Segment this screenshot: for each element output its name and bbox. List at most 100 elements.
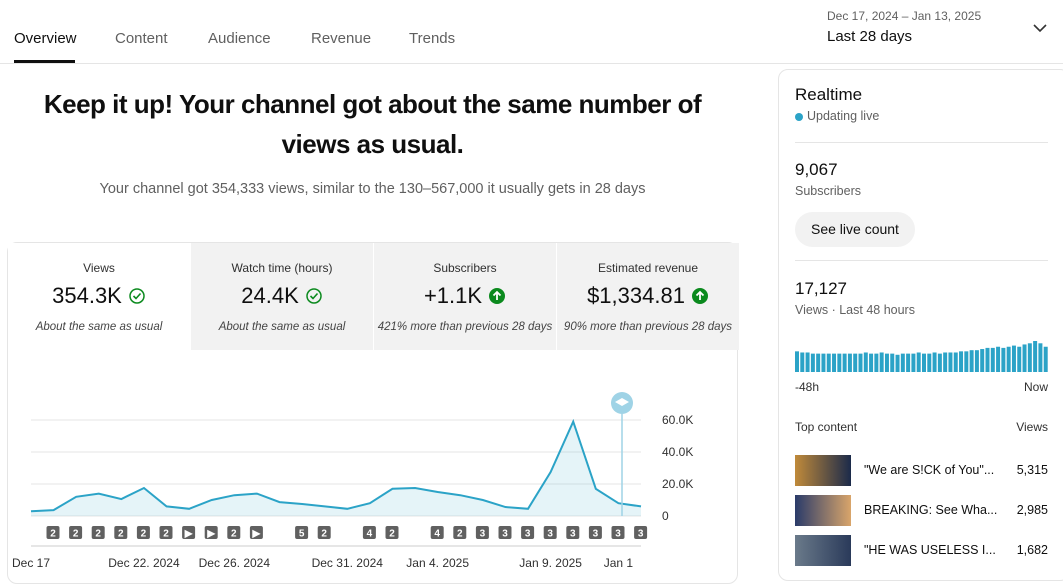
status-icon	[489, 288, 506, 304]
realtime-bar	[858, 353, 863, 372]
icon-bg	[129, 288, 145, 304]
y-tick-label: 20.0K	[662, 477, 693, 491]
top-content-header: Top content	[795, 420, 858, 434]
metric-number: +1.1K	[423, 283, 483, 308]
y-tick-label: 40.0K	[662, 445, 693, 459]
event-marker	[453, 526, 467, 539]
metric-tile[interactable]: Estimated revenue $1,334.81 90% more than …	[557, 243, 739, 350]
tab[interactable]: Revenue	[311, 30, 372, 47]
status-icon	[129, 288, 145, 304]
event-marker-label: 3	[502, 529, 508, 540]
realtime-bar	[985, 347, 990, 372]
event-marker	[634, 526, 648, 539]
realtime-bar	[847, 353, 852, 372]
realtime-bar	[911, 353, 916, 372]
live-count-button[interactable]: See live count	[795, 212, 915, 247]
page: Overview Content Audience Revenue Trends…	[0, 9, 1063, 584]
metric-number: 354.3K	[52, 283, 122, 308]
metric-number: $1,334.81	[587, 283, 685, 308]
realtime-bar	[959, 351, 964, 372]
event-marker	[588, 526, 602, 539]
event-marker	[182, 526, 196, 539]
annotation-cap	[615, 398, 629, 406]
realtime-bar	[943, 352, 948, 372]
realtime-bar	[895, 354, 900, 372]
event-marker	[295, 526, 309, 539]
content-views: 2,985	[1016, 503, 1048, 517]
metric-label: Subscribers	[433, 261, 497, 275]
tab[interactable]: Trends	[409, 30, 456, 47]
realtime-bar	[1011, 345, 1016, 372]
event-marker	[91, 526, 105, 539]
metric-label: Estimated revenue	[597, 261, 699, 275]
realtime-bar	[874, 353, 879, 372]
metric-value: $1,334.81	[557, 283, 739, 309]
event-marker	[385, 526, 399, 539]
metric-value: 24.4K	[191, 283, 373, 309]
event-marker-label: 3	[570, 529, 576, 540]
date-label[interactable]: Last 28 days	[827, 28, 913, 45]
realtime-bar	[1001, 347, 1006, 372]
realtime-bar	[948, 352, 953, 372]
event-marker	[204, 526, 218, 539]
realtime-bar	[816, 353, 821, 372]
date-range[interactable]: Dec 17, 2024 – Jan 13, 2025	[827, 9, 982, 23]
event-marker-label: 4	[434, 529, 440, 540]
views-header: Views	[1016, 420, 1048, 434]
event-marker-label: 3	[480, 529, 486, 540]
tab[interactable]: Overview	[14, 30, 77, 47]
realtime-bar	[842, 353, 847, 372]
icon-bg	[306, 288, 322, 304]
event-marker	[69, 526, 83, 539]
content-title[interactable]: "We are S!CK of You"...	[864, 463, 995, 477]
x-tick-label: Dec 26, 2024	[199, 556, 271, 567]
tab[interactable]: Audience	[208, 30, 271, 47]
icon-arrow	[695, 290, 705, 300]
metric-note: About the same as usual	[35, 321, 163, 333]
realtime-bar	[932, 352, 937, 372]
bars-start-label: -48h	[795, 380, 820, 394]
event-marker-label: 2	[141, 529, 147, 540]
realtime-status: Updating live	[807, 109, 880, 123]
tab[interactable]: Content	[115, 30, 168, 47]
event-marker	[114, 526, 128, 539]
realtime-bar	[1006, 346, 1011, 372]
metric-tile[interactable]: Subscribers +1.1K 421% more than previous …	[374, 243, 556, 350]
event-marker	[521, 526, 535, 539]
content-title[interactable]: BREAKING: See Wha...	[864, 503, 998, 517]
realtime-bar	[900, 353, 905, 372]
realtime-bar	[795, 351, 799, 372]
realtime-bar	[964, 351, 969, 372]
event-marker	[611, 526, 625, 539]
content-title[interactable]: "HE WAS USELESS I...	[864, 543, 996, 557]
x-tick-label: Jan 4, 2025	[406, 556, 469, 567]
views-label: Views · Last 48 hours	[795, 303, 915, 317]
realtime-bar	[1017, 346, 1022, 372]
event-marker	[46, 526, 60, 539]
metric-label: Watch time (hours)	[231, 261, 333, 275]
realtime-bar	[1043, 346, 1048, 372]
metric-value: 354.3K	[8, 283, 190, 309]
event-marker-label: 2	[73, 529, 79, 540]
event-marker-label: 5	[299, 529, 305, 540]
metric-value: +1.1K	[374, 283, 556, 309]
metric-tile[interactable]: Views 354.3K About the same as usual	[8, 243, 190, 350]
headline: Keep it up! Your channel got about the s…	[43, 89, 702, 159]
icon-arrow	[492, 290, 502, 300]
metric-tile[interactable]: Watch time (hours) 24.4K About the same as…	[191, 243, 373, 350]
event-marker-label: 3	[547, 529, 553, 540]
thumbnail	[795, 495, 851, 526]
x-tick-label: Dec 31, 2024	[312, 556, 384, 567]
realtime-bar	[805, 352, 810, 372]
x-tick-label: Dec 22, 2024	[108, 556, 180, 567]
realtime-bar	[927, 353, 932, 372]
content-views: 5,315	[1016, 463, 1048, 477]
event-marker-label: 4	[367, 529, 373, 540]
realtime-bar	[810, 353, 815, 372]
realtime-bar	[1027, 343, 1032, 372]
realtime-bar	[879, 352, 884, 372]
realtime-bar	[922, 353, 926, 372]
realtime-bar	[953, 352, 958, 372]
event-marker-label: 2	[50, 529, 56, 540]
dropdown-icon[interactable]	[1032, 20, 1048, 36]
